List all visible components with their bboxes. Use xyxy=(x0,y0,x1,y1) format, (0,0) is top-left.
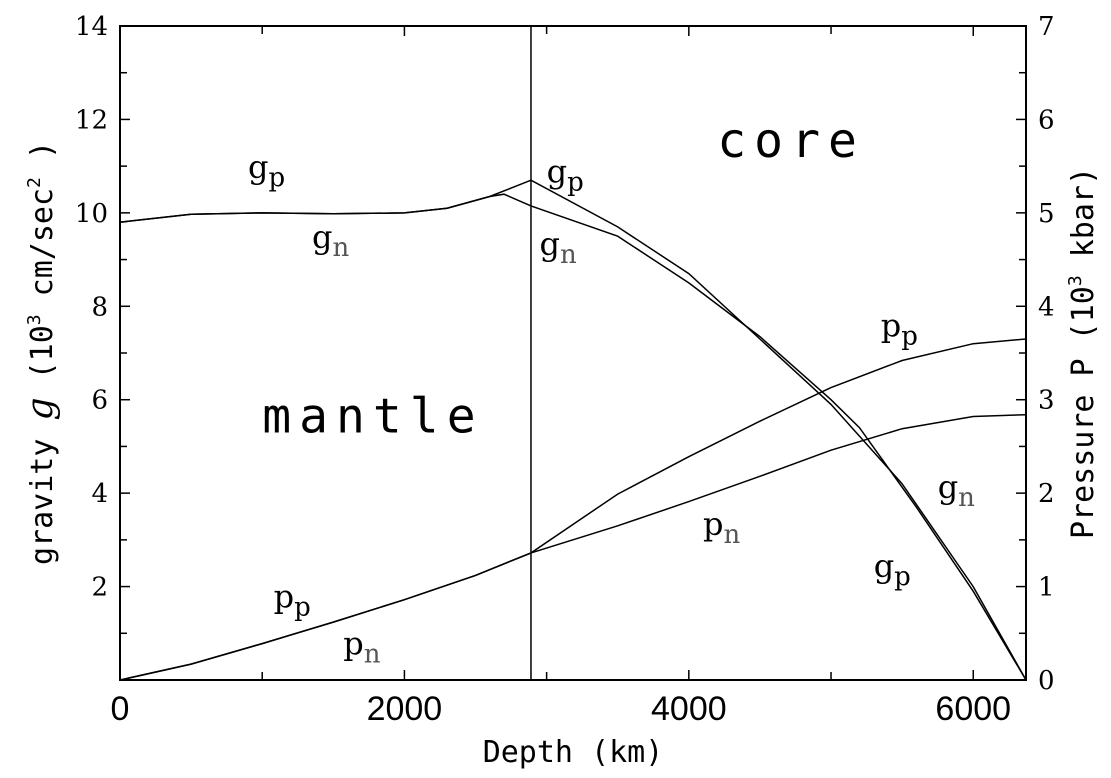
curve-label-g-n: gn xyxy=(312,218,349,263)
y-left-tick-label: 12 xyxy=(75,105,108,135)
y-right-tick-label: 0 xyxy=(1038,666,1055,696)
x-tick-label: 0 xyxy=(111,690,130,728)
region-labels: mantle core xyxy=(262,113,865,445)
curve-label-g-n: gn xyxy=(938,468,975,513)
curve-label-p-p: pp xyxy=(881,307,918,352)
y-right-tick-label: 7 xyxy=(1038,12,1055,42)
y-left-tick-label: 2 xyxy=(91,573,108,603)
y-left-tick-label: 10 xyxy=(75,199,108,229)
y-right-tick-label: 3 xyxy=(1038,386,1055,416)
x-axis-title: Depth (km) xyxy=(483,735,664,770)
data-curves xyxy=(119,179,1027,681)
curve-label-g-p: gp xyxy=(248,148,285,193)
y-right-tick-label: 1 xyxy=(1038,573,1055,603)
curve-label-g-p: gp xyxy=(547,152,584,197)
curve-g-n xyxy=(119,193,1027,681)
x-tick-label: 2000 xyxy=(367,690,443,728)
y-left-tick-label: 8 xyxy=(91,292,108,322)
y-right-tick-label: 6 xyxy=(1038,105,1055,135)
y-left-tick-label: 4 xyxy=(91,479,108,509)
y-left-tick-label: 6 xyxy=(91,386,108,416)
x-tick-label: 4000 xyxy=(651,690,727,728)
svg-text:gravity g (103 cm/sec2 ): gravity g (103 cm/sec2 ) xyxy=(20,141,61,565)
curve-label-g-p: gp xyxy=(874,547,911,592)
curve-label-p-n: pn xyxy=(703,505,740,550)
curve-p-p xyxy=(119,338,1027,681)
y-right-tick-label: 5 xyxy=(1038,199,1055,229)
y-right-tick-label: 2 xyxy=(1038,479,1055,509)
curve-label-g-n: gn xyxy=(540,225,577,270)
x-tick-label: 6000 xyxy=(935,690,1011,728)
curve-label-p-p: pp xyxy=(274,578,311,623)
y-left-tick-label: 14 xyxy=(75,12,108,42)
y-right-axis-title: Pressure P (103 kbar) xyxy=(1065,167,1101,539)
region-label-core: core xyxy=(717,113,865,169)
region-label-mantle: mantle xyxy=(262,388,483,444)
curve-label-p-n: pn xyxy=(343,624,380,669)
svg-text:Pressure P (103 kbar): Pressure P (103 kbar) xyxy=(1065,167,1101,539)
curve-p-n xyxy=(119,413,1027,681)
y-left-axis-title: gravity g (103 cm/sec2 ) xyxy=(20,141,61,565)
y-right-tick-label: 4 xyxy=(1038,292,1055,322)
